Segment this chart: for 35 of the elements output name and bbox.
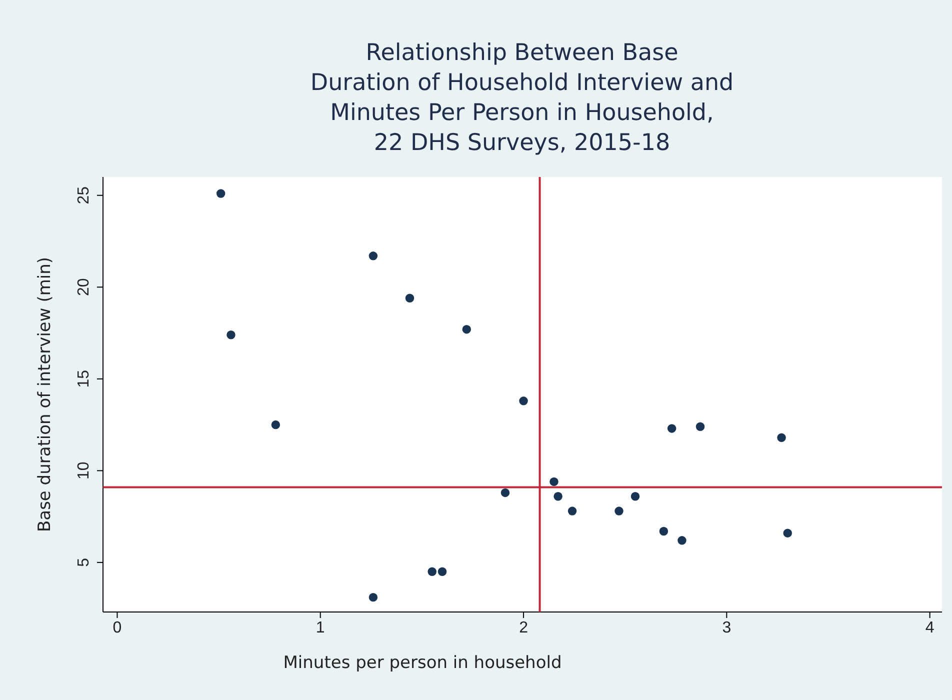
point: [783, 528, 792, 538]
x-axis-title: Minutes per person in household: [283, 653, 562, 673]
y-tick-label: 5: [76, 558, 93, 567]
point: [519, 396, 528, 406]
point: [678, 536, 686, 545]
y-tick-label: 25: [76, 186, 93, 204]
point: [550, 477, 558, 486]
y-tick-label: 10: [76, 462, 93, 480]
x-tick-label: 4: [925, 619, 934, 636]
point: [462, 324, 472, 334]
point: [438, 567, 447, 576]
point: [271, 420, 280, 430]
point: [696, 422, 705, 431]
y-axis-title: Base duration of interview (min): [35, 256, 55, 532]
point: [614, 506, 624, 516]
point: [405, 294, 414, 302]
x-tick-label: 0: [112, 619, 122, 636]
point: [500, 488, 510, 498]
x-tick-label: 1: [316, 619, 325, 636]
y-tick-label: 20: [76, 278, 93, 296]
point: [630, 492, 640, 501]
point: [554, 492, 562, 501]
chart-title: Relationship Between Base Duration of Household Interview and Minutes Per Person in Household, 22 DHS Surveys, 2015-18: [310, 40, 734, 156]
point: [216, 189, 226, 198]
point: [659, 526, 668, 536]
point: [368, 252, 378, 260]
point: [568, 506, 577, 516]
point: [667, 424, 676, 433]
x-tick-label: 3: [722, 619, 732, 636]
point: [777, 433, 786, 442]
x-tick-label: 2: [519, 619, 528, 636]
point: [368, 592, 378, 602]
point: [226, 330, 236, 340]
point: [428, 567, 436, 576]
y-tick-label: 15: [76, 370, 93, 388]
